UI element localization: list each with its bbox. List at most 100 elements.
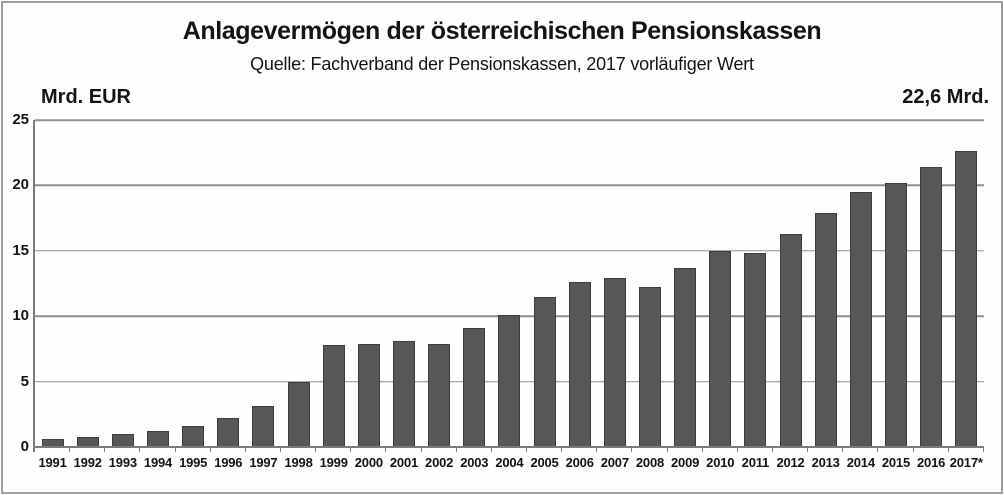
x-axis-tick	[316, 447, 352, 452]
x-axis-tick	[632, 447, 668, 452]
x-tick-label-2004: 2004	[495, 455, 524, 470]
x-tick-label-2008: 2008	[635, 455, 665, 470]
bar-1997	[252, 406, 275, 447]
x-axis-tick	[211, 447, 246, 452]
bar-slot	[140, 120, 175, 447]
bar-2007	[603, 278, 626, 447]
bar-1995	[182, 426, 205, 447]
x-tick-label-2007: 2007	[600, 455, 629, 470]
bar-slot	[668, 120, 703, 447]
x-tick-label-2006: 2006	[565, 455, 594, 470]
bar-slot	[492, 120, 527, 447]
y-gridline-25	[35, 119, 984, 121]
bar-slot	[597, 120, 632, 447]
x-tick-label-1994: 1994	[143, 455, 173, 470]
bar-2014	[849, 191, 872, 447]
bar-2000	[357, 343, 380, 447]
bar-slot	[773, 120, 808, 447]
bar-slot	[70, 120, 105, 447]
x-axis-tick	[492, 447, 527, 452]
bar-slot	[316, 120, 351, 447]
bar-slot	[386, 120, 421, 447]
bar-slot	[105, 120, 140, 447]
bar-2010	[709, 250, 732, 447]
bar-1999	[322, 344, 345, 447]
x-tick-label-1991: 1991	[38, 455, 67, 470]
bar-2012	[779, 233, 802, 447]
peak-value-annotation: 22,6 Mrd.	[902, 86, 989, 108]
bar-1992	[76, 436, 99, 447]
bar-slot	[176, 120, 211, 447]
bar-1998	[287, 381, 310, 447]
bar-slot	[211, 120, 246, 447]
y-tick-label-0: 0	[20, 438, 29, 456]
x-axis-tick	[703, 447, 738, 452]
bar-2008	[638, 287, 661, 447]
y-tick-label-20: 20	[12, 176, 29, 194]
bar-slot	[351, 120, 386, 447]
x-tick-label-2000: 2000	[354, 455, 383, 470]
x-axis-tick	[949, 447, 984, 452]
x-axis-tick	[35, 447, 71, 452]
x-tick-label-1996: 1996	[214, 455, 243, 470]
y-axis-unit-label: Mrd. EUR	[41, 86, 131, 108]
bar-2017*	[955, 151, 978, 447]
x-tick-label-2012: 2012	[776, 455, 805, 470]
bar-1993	[111, 433, 134, 447]
bar-2009	[674, 267, 697, 447]
x-axis-tick	[281, 447, 317, 452]
bar-slot	[562, 120, 597, 447]
x-axis-tick	[527, 447, 563, 452]
x-axis-tick	[562, 447, 598, 452]
y-tick-label-10: 10	[12, 307, 29, 325]
bar-slot	[281, 120, 316, 447]
x-ticks-row	[33, 447, 984, 452]
bar-slot	[914, 120, 949, 447]
bar-slot	[632, 120, 667, 447]
y-tick-label-5: 5	[20, 372, 29, 390]
bar-2005	[533, 296, 556, 447]
bar-2011	[744, 253, 767, 447]
chart-subtitle: Quelle: Fachverband der Pensionskassen, …	[250, 54, 754, 74]
x-axis-tick	[457, 447, 492, 452]
x-tick-label-2017*: 2017*	[949, 455, 983, 470]
x-axis-baseline	[33, 446, 984, 448]
y-tick-label-25: 25	[12, 111, 29, 129]
x-axis-tick	[351, 447, 387, 452]
x-axis-tick	[246, 447, 281, 452]
bar-slot	[457, 120, 492, 447]
bar-2001	[392, 341, 415, 447]
x-tick-label-2001: 2001	[389, 455, 419, 470]
x-tick-label-2003: 2003	[460, 455, 489, 470]
x-axis-tick	[176, 447, 211, 452]
x-tick-label-1997: 1997	[249, 455, 278, 470]
x-axis-tick	[668, 447, 703, 452]
x-axis-tick	[738, 447, 773, 452]
y-gridline-20	[35, 184, 984, 187]
bar-2004	[498, 314, 521, 447]
bar-2006	[568, 282, 591, 447]
x-axis-tick	[105, 447, 141, 452]
bar-slot	[703, 120, 738, 447]
x-tick-label-1995: 1995	[179, 455, 208, 470]
bar-2013	[814, 212, 837, 447]
plot-area: 1991 1992 1993 1994 1995 1996 1997 1998 1999 2000…	[12, 112, 984, 470]
bar-slot	[878, 120, 913, 447]
x-axis-tick	[597, 447, 633, 452]
bar-slot	[843, 120, 878, 447]
bar-slot	[808, 120, 843, 447]
bar-2016	[920, 167, 943, 447]
bar-slot	[527, 120, 562, 447]
x-axis-tick	[878, 447, 914, 452]
x-axis-tick	[70, 447, 106, 452]
x-tick-label-2011: 2011	[741, 455, 770, 470]
bar-slot	[949, 120, 984, 447]
bar-2003	[463, 327, 486, 447]
bar-2002	[428, 343, 451, 447]
y-tick-label-15: 15	[12, 241, 29, 259]
bar-1996	[217, 418, 240, 447]
bar-1994	[146, 431, 169, 447]
x-axis-tick	[422, 447, 457, 452]
x-tick-label-2010: 2010	[706, 455, 735, 470]
